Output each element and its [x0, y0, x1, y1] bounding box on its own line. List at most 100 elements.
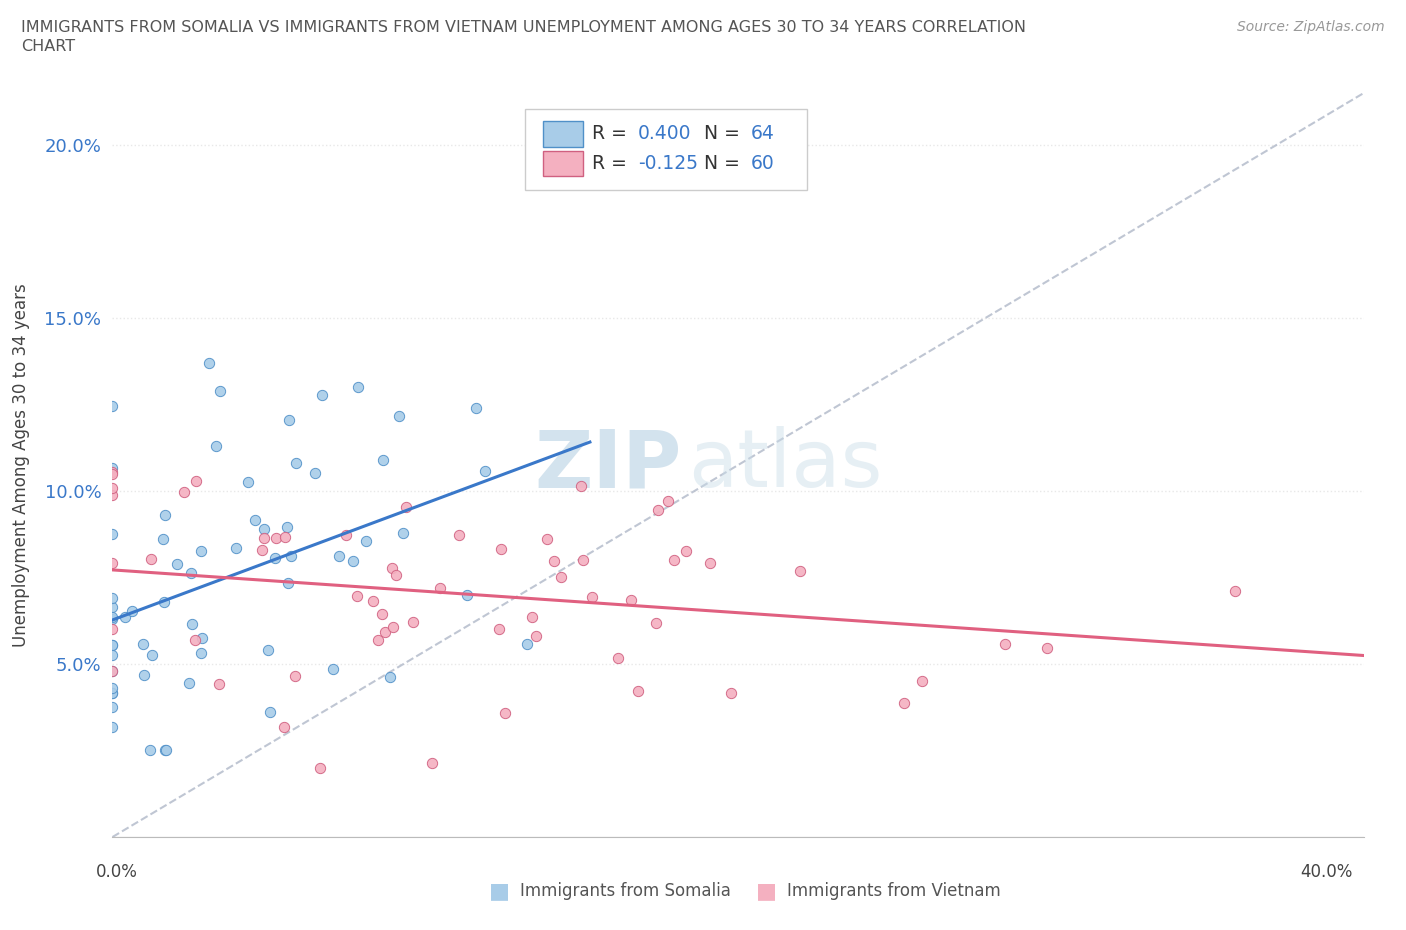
Point — [367, 632, 389, 647]
Point — [309, 761, 332, 776]
Point — [101, 685, 124, 700]
Point — [101, 609, 124, 624]
Point — [278, 413, 301, 428]
Point — [374, 625, 396, 640]
Point — [536, 531, 558, 546]
Point — [238, 474, 260, 489]
Point — [101, 398, 124, 413]
Point — [184, 473, 207, 488]
Point — [273, 720, 295, 735]
Point — [699, 556, 721, 571]
Point — [993, 636, 1015, 651]
Point — [893, 696, 915, 711]
Point — [789, 564, 811, 578]
Point — [266, 531, 288, 546]
Point — [153, 594, 176, 609]
Point — [388, 408, 411, 423]
Text: Source: ZipAtlas.com: Source: ZipAtlas.com — [1237, 20, 1385, 34]
Point — [491, 542, 513, 557]
Point — [253, 522, 276, 537]
Point — [243, 513, 266, 528]
Point — [101, 637, 124, 652]
Point — [101, 720, 124, 735]
Point — [101, 685, 124, 700]
Text: ZIP: ZIP — [534, 426, 682, 504]
Text: R =: R = — [592, 154, 633, 173]
Point — [346, 380, 368, 395]
Point — [284, 669, 307, 684]
Point — [101, 648, 124, 663]
Point — [153, 507, 176, 522]
Point — [464, 401, 486, 416]
Point — [371, 606, 394, 621]
Point — [101, 591, 124, 605]
Point — [155, 743, 177, 758]
Point — [173, 485, 195, 499]
Point — [101, 464, 124, 479]
Point — [208, 676, 231, 691]
Point — [152, 532, 174, 547]
Point — [381, 561, 404, 576]
Point — [1036, 641, 1059, 656]
Point — [520, 610, 543, 625]
Point — [328, 549, 350, 564]
Point — [662, 552, 685, 567]
Point — [259, 704, 281, 719]
Point — [569, 479, 592, 494]
Point — [429, 580, 451, 595]
Text: 0.400: 0.400 — [638, 124, 692, 142]
Point — [280, 549, 302, 564]
Point — [1223, 583, 1246, 598]
Point — [153, 743, 176, 758]
Text: N =: N = — [704, 124, 747, 142]
Point — [346, 589, 368, 604]
Text: ■: ■ — [756, 881, 776, 901]
Point — [373, 453, 395, 468]
Point — [180, 565, 202, 580]
Point — [101, 555, 124, 570]
Point — [380, 669, 402, 684]
Point — [253, 531, 276, 546]
Point — [395, 499, 418, 514]
Y-axis label: Unemployment Among Ages 30 to 34 years: Unemployment Among Ages 30 to 34 years — [13, 283, 31, 647]
Point — [456, 587, 478, 602]
Text: ■: ■ — [489, 881, 509, 901]
Text: -0.125: -0.125 — [638, 154, 697, 173]
Point — [420, 756, 443, 771]
Point — [166, 556, 188, 571]
Point — [572, 552, 595, 567]
Point — [277, 575, 299, 590]
Point — [524, 629, 547, 644]
Point — [141, 648, 163, 663]
Point — [101, 699, 124, 714]
Point — [101, 527, 124, 542]
Point — [179, 676, 201, 691]
Point — [250, 542, 273, 557]
Point — [101, 664, 124, 679]
Point — [190, 645, 212, 660]
Point — [647, 502, 669, 517]
Point — [392, 525, 415, 540]
Point — [224, 540, 246, 555]
Point — [257, 643, 280, 658]
Point — [101, 681, 124, 696]
Text: IMMIGRANTS FROM SOMALIA VS IMMIGRANTS FROM VIETNAM UNEMPLOYMENT AMONG AGES 30 TO: IMMIGRANTS FROM SOMALIA VS IMMIGRANTS FR… — [21, 20, 1026, 35]
Point — [197, 356, 219, 371]
Point — [720, 685, 742, 700]
Point — [342, 553, 364, 568]
Point — [516, 636, 538, 651]
Text: 40.0%: 40.0% — [1301, 863, 1353, 882]
Point — [311, 387, 333, 402]
Point — [385, 567, 408, 582]
Point — [139, 551, 162, 566]
Point — [620, 592, 643, 607]
Point — [304, 466, 326, 481]
Point — [101, 637, 124, 652]
Point — [335, 527, 357, 542]
Point — [356, 533, 378, 548]
Point — [607, 650, 630, 665]
Point — [208, 384, 231, 399]
Point — [274, 529, 297, 544]
Point — [101, 611, 124, 626]
Point — [101, 460, 124, 475]
